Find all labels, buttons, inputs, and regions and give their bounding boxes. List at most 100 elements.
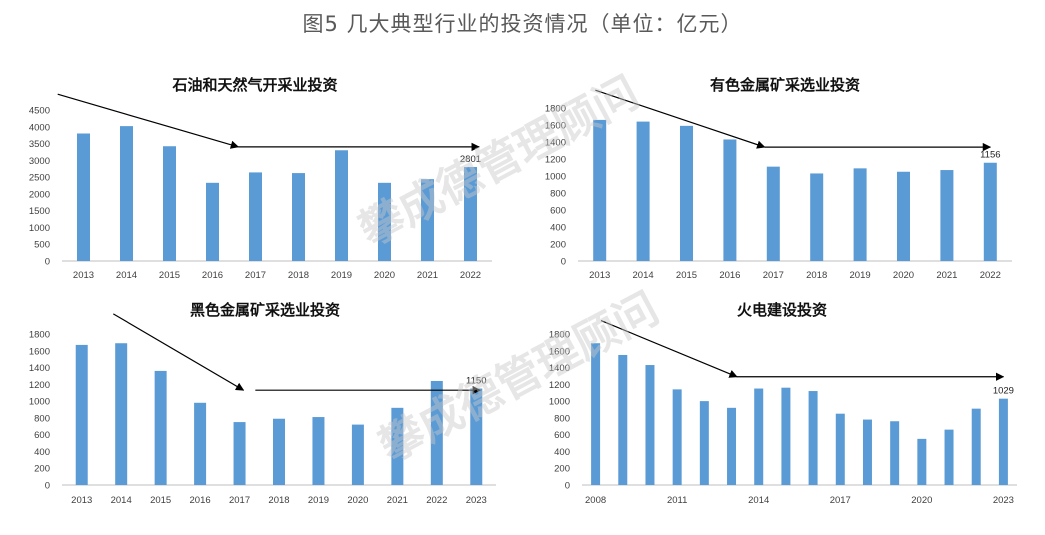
bar [672, 389, 682, 485]
chart-nonferrous: 有色金属矿采选业投资 0 200 400 600 800 1000 1200 1400 1600 1… [350, 62, 1045, 287]
x-tick-label: 2013 [589, 270, 610, 281]
bar [944, 429, 954, 485]
bar [75, 344, 88, 485]
y-tick-label: 400 [550, 223, 566, 234]
x-tick-label: 2019 [308, 495, 329, 506]
bar [754, 388, 764, 485]
y-tick-label: 0 [45, 257, 50, 268]
x-tick-label: 2022 [460, 270, 481, 281]
bar [835, 413, 845, 485]
chart-thermal-power: 火电建设投资 0 200 400 600 800 1000 1200 1400 1600 1800 2… [370, 283, 1045, 528]
x-tick-label: 2020 [374, 270, 395, 281]
bar [940, 170, 954, 261]
x-tick-label: 2019 [331, 270, 352, 281]
bar [680, 125, 693, 261]
y-tick-label: 1800 [549, 330, 570, 341]
bar [808, 391, 818, 485]
y-tick-label: 1400 [29, 363, 50, 374]
bar [917, 438, 927, 485]
bar [154, 370, 167, 485]
data-label: 1150 [466, 376, 486, 387]
chart-title: 火电建设投资 [737, 301, 827, 319]
bar [723, 139, 737, 261]
y-tick-label: 1200 [549, 380, 570, 391]
y-tick-label: 1500 [29, 206, 50, 217]
y-tick-label: 200 [34, 464, 50, 475]
y-tick-label: 2500 [29, 173, 50, 184]
bar [897, 171, 910, 261]
x-tick-label: 2023 [993, 495, 1014, 506]
y-tick-label: 1800 [29, 330, 50, 341]
data-label: 1156 [980, 150, 1000, 161]
x-tick-label: 2013 [71, 495, 92, 506]
bar [983, 162, 997, 261]
y-tick-label: 1600 [545, 121, 566, 132]
bar [636, 121, 650, 261]
bar [273, 418, 285, 485]
x-tick-label: 2021 [387, 495, 408, 506]
bar [335, 150, 348, 261]
chart-oil-gas: 石油和天然气开采业投资 0 500 1000 1500 2000 2500 3000 3500 4… [0, 62, 520, 287]
x-tick-label: 2021 [417, 270, 438, 281]
bar [727, 407, 737, 485]
bar [470, 388, 483, 485]
x-tick-label: 2017 [229, 495, 250, 506]
y-tick-label: 500 [34, 240, 50, 251]
y-tick-label: 200 [550, 240, 566, 251]
y-tick-label: 400 [34, 447, 50, 458]
bar [464, 167, 477, 261]
bar [312, 417, 325, 485]
y-tick-label: 1400 [545, 138, 566, 149]
bar [378, 182, 391, 261]
bar [853, 168, 867, 261]
x-tick-label: 2021 [936, 270, 957, 281]
x-tick-label: 2017 [830, 495, 851, 506]
x-tick-label: 2014 [633, 270, 654, 281]
bar [194, 402, 207, 485]
y-tick-label: 1400 [549, 363, 570, 374]
x-tick-label: 2022 [426, 495, 447, 506]
bar [77, 133, 90, 261]
x-tick-label: 2023 [466, 495, 487, 506]
bar [391, 407, 404, 485]
y-tick-label: 600 [554, 430, 570, 441]
y-tick-label: 1000 [549, 397, 570, 408]
y-tick-label: 1000 [29, 397, 50, 408]
bar [421, 179, 434, 261]
y-tick-label: 200 [554, 464, 570, 475]
y-tick-label: 800 [34, 413, 50, 424]
y-tick-label: 2000 [29, 189, 50, 200]
bar [766, 166, 780, 261]
x-tick-label: 2016 [190, 495, 211, 506]
bar [163, 146, 176, 261]
bar [206, 182, 219, 261]
y-tick-label: 1600 [29, 346, 50, 357]
x-tick-label: 2020 [911, 495, 932, 506]
y-tick-label: 600 [550, 206, 566, 217]
x-tick-label: 2015 [159, 270, 180, 281]
y-tick-label: 1200 [545, 155, 566, 166]
x-tick-label: 2020 [347, 495, 368, 506]
bar [998, 398, 1008, 485]
bar [890, 421, 900, 485]
y-tick-label: 600 [34, 430, 50, 441]
x-tick-label: 2014 [748, 495, 769, 506]
x-tick-label: 2011 [667, 495, 687, 506]
decline-trend-arrow [57, 93, 240, 149]
chart-title: 黑色金属矿采选业投资 [190, 301, 340, 319]
y-tick-label: 1800 [545, 104, 566, 115]
data-label: 2801 [460, 154, 481, 165]
x-tick-label: 2014 [111, 495, 132, 506]
x-tick-label: 2016 [202, 270, 223, 281]
bar [862, 419, 872, 485]
chart-ferrous: 黑色金属矿采选业投资 0 200 400 600 800 1000 1200 1400 1600 1… [0, 293, 520, 528]
y-tick-label: 800 [550, 189, 566, 200]
x-tick-label: 2019 [850, 270, 871, 281]
decline-trend-arrow [600, 320, 738, 378]
x-tick-label: 2018 [806, 270, 827, 281]
decline-trend-arrow [112, 313, 245, 391]
x-tick-label: 2015 [150, 495, 171, 506]
x-tick-label: 2018 [268, 495, 289, 506]
y-tick-label: 4000 [29, 122, 50, 133]
bar [593, 119, 607, 262]
